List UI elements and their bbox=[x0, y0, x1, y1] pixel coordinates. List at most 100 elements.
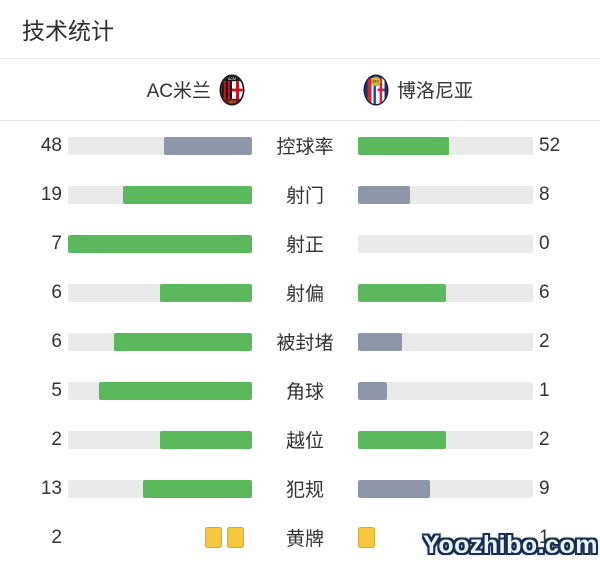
away-bar-track bbox=[358, 136, 533, 155]
away-stat-bar bbox=[358, 234, 533, 253]
bologna-crest-icon: BFC bbox=[363, 74, 389, 105]
away-value: 0 bbox=[539, 232, 550, 254]
svg-text:1899: 1899 bbox=[228, 100, 236, 104]
home-bar-fill bbox=[114, 332, 252, 351]
away-value: 52 bbox=[539, 134, 561, 156]
away-bar-track bbox=[358, 185, 533, 204]
stat-row: 2 越位 2 bbox=[0, 415, 600, 464]
stat-row: 48 控球率 52 bbox=[0, 121, 600, 170]
home-stat-bar bbox=[68, 283, 252, 302]
away-bar-track bbox=[358, 332, 533, 351]
home-stat-bar bbox=[68, 234, 252, 253]
away-stat-bar bbox=[358, 185, 533, 204]
away-bar-track bbox=[358, 479, 533, 498]
home-bar-fill bbox=[68, 234, 252, 253]
away-stat-bar bbox=[358, 283, 533, 302]
away-stat-bar bbox=[358, 479, 533, 498]
stat-label: 黄牌 bbox=[285, 529, 324, 550]
stat-row: 19 射门 8 bbox=[0, 170, 600, 219]
home-team: AC米兰 ACM 1899 bbox=[0, 74, 300, 106]
stat-row: 6 被封堵 2 bbox=[0, 317, 600, 366]
home-stat-bar bbox=[68, 332, 252, 351]
teams-header: AC米兰 ACM 1899 bbox=[0, 59, 600, 120]
home-bar-fill bbox=[122, 185, 252, 204]
home-stat-bar bbox=[68, 136, 252, 155]
yellow-card-icon bbox=[358, 527, 375, 548]
away-bar-track bbox=[358, 430, 533, 449]
ac-milan-crest-icon: ACM 1899 bbox=[219, 74, 245, 105]
away-bar-track bbox=[358, 283, 533, 302]
yellow-card-icon bbox=[205, 527, 222, 548]
away-value: 6 bbox=[539, 281, 550, 303]
stat-label: 角球 bbox=[285, 382, 324, 403]
stat-row: 7 射正 0 bbox=[0, 219, 600, 268]
divider-top bbox=[0, 58, 600, 59]
home-bar-fill bbox=[143, 479, 252, 498]
away-stat-bar bbox=[358, 136, 533, 155]
away-value: 8 bbox=[539, 183, 550, 205]
home-bar-track bbox=[68, 479, 252, 498]
away-value: 2 bbox=[539, 428, 550, 450]
home-value: 13 bbox=[40, 477, 62, 499]
home-bar-track bbox=[68, 185, 252, 204]
home-value: 2 bbox=[51, 526, 62, 548]
watermark: Yoozhibo.com bbox=[423, 531, 598, 559]
stat-label: 被封堵 bbox=[276, 333, 334, 354]
home-bar-fill bbox=[160, 283, 252, 302]
away-team-name: 博洛尼亚 bbox=[397, 81, 474, 102]
home-value: 5 bbox=[51, 379, 62, 401]
home-bar-track bbox=[68, 381, 252, 400]
yellow-card-icon bbox=[227, 527, 244, 548]
away-bar-fill bbox=[358, 332, 402, 351]
stat-label: 犯规 bbox=[285, 480, 324, 501]
home-yellow-cards bbox=[68, 527, 252, 549]
away-bar-fill bbox=[358, 136, 449, 155]
stat-label: 射偏 bbox=[285, 284, 324, 305]
stat-row: 5 角球 1 bbox=[0, 366, 600, 415]
away-value: 1 bbox=[539, 379, 550, 401]
home-bar-track bbox=[68, 430, 252, 449]
away-value: 1 bbox=[539, 526, 550, 548]
home-value: 7 bbox=[51, 232, 62, 254]
stat-label: 射正 bbox=[285, 235, 324, 256]
home-value: 6 bbox=[51, 281, 62, 303]
home-value: 48 bbox=[40, 134, 62, 156]
home-value: 2 bbox=[51, 428, 62, 450]
away-bar-fill bbox=[358, 430, 446, 449]
stat-row: 13 犯规 9 bbox=[0, 464, 600, 513]
home-stat-bar bbox=[68, 381, 252, 400]
stat-row: 6 射偏 6 bbox=[0, 268, 600, 317]
home-value: 6 bbox=[51, 330, 62, 352]
home-bar-track bbox=[68, 332, 252, 351]
away-team: BFC 博洛尼亚 bbox=[300, 74, 600, 106]
svg-text:BFC: BFC bbox=[373, 79, 380, 83]
home-stat-bar bbox=[68, 479, 252, 498]
away-value: 2 bbox=[539, 330, 550, 352]
home-bar-track bbox=[68, 234, 252, 253]
home-bar-fill bbox=[163, 136, 252, 155]
stat-label: 越位 bbox=[285, 431, 324, 452]
home-bar-track bbox=[68, 136, 252, 155]
away-bar-track bbox=[358, 381, 533, 400]
stat-row: 2 黄牌 1 bbox=[0, 513, 600, 562]
home-stat-bar bbox=[68, 185, 252, 204]
home-bar-fill bbox=[160, 430, 252, 449]
home-bar-fill bbox=[98, 381, 252, 400]
home-team-name: AC米兰 bbox=[146, 81, 211, 102]
divider-header bbox=[0, 120, 600, 121]
svg-text:ACM: ACM bbox=[228, 77, 236, 81]
away-value: 9 bbox=[539, 477, 550, 499]
stats-list: 48 控球率 52 19 射门 8 7 射正 0 6 射偏 6 6 被封堵 2 5 角球 1 2 越位 2 13 犯规 9 2 黄… bbox=[0, 121, 600, 562]
away-stat-bar bbox=[358, 332, 533, 351]
away-bar-fill bbox=[358, 185, 410, 204]
away-bar-fill bbox=[358, 283, 446, 302]
home-bar-track bbox=[68, 283, 252, 302]
away-bar-fill bbox=[358, 479, 430, 498]
page-title: 技术统计 bbox=[22, 18, 114, 44]
stat-label: 控球率 bbox=[276, 137, 334, 158]
away-stat-bar bbox=[358, 381, 533, 400]
away-yellow-cards bbox=[358, 527, 533, 549]
home-stat-bar bbox=[68, 430, 252, 449]
home-value: 19 bbox=[40, 183, 62, 205]
